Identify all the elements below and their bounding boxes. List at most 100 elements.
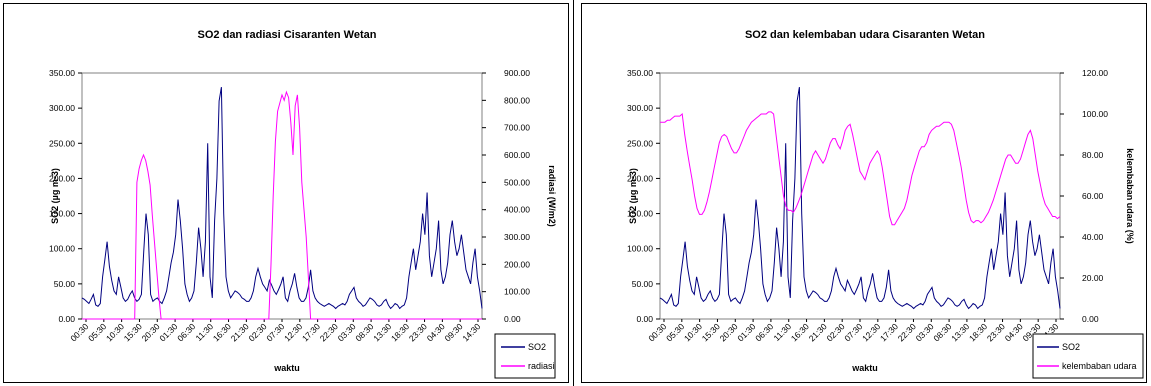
x-tick-label: 11:30: [771, 321, 793, 343]
x-tick-label: 23:30: [407, 321, 429, 343]
y-right-tick-label: 80.00: [1082, 150, 1104, 160]
x-tick-label: 00:30: [68, 321, 90, 343]
x-tick-label: 22:30: [896, 321, 918, 343]
y-right-tick-label: 20.00: [1082, 273, 1104, 283]
legend-label-so2: SO2: [1062, 342, 1080, 352]
x-tick-label: 10:30: [682, 321, 704, 343]
chart-svg-so2-radiasi: SO2 dan radiasi Cisaranten Wetan 0.00 50.…: [49, 29, 557, 379]
y-right-tick-label: 900.00: [504, 68, 530, 78]
legend-box: [1032, 333, 1144, 379]
x-tick-label: 21:30: [807, 321, 829, 343]
x-tick-label: 18:30: [389, 321, 411, 343]
x-tick-label: 12:30: [282, 321, 304, 343]
x-tick-label: 08:30: [353, 321, 375, 343]
y-axis-right-label: kelembaban udara (%): [1125, 148, 1135, 244]
x-tick-label: 12:30: [860, 321, 882, 343]
y-axis-left-ticks: 0.00 50.00 100.00 150.00 200.00 250.00 300.00 3…: [627, 68, 660, 324]
x-tick-label: 16:30: [789, 321, 811, 343]
series-line-radiasi: [82, 90, 482, 320]
chart-title: SO2 dan kelembaban udara Cisaranten Weta…: [745, 29, 985, 41]
chart-title: SO2 dan radiasi Cisaranten Wetan: [198, 29, 377, 41]
y-left-tick-label: 0.00: [58, 314, 75, 324]
x-tick-label: 07:30: [842, 321, 864, 343]
y-right-tick-label: 500.00: [504, 177, 530, 187]
x-tick-label: 16:30: [211, 321, 233, 343]
y-left-tick-label: 50.00: [632, 279, 654, 289]
x-tick-label: 13:30: [371, 321, 393, 343]
y-right-tick-label: 40.00: [1082, 232, 1104, 242]
x-tick-label: 15:30: [122, 321, 144, 343]
y-left-tick-label: 200.00: [49, 173, 75, 183]
y-right-tick-label: 400.00: [504, 205, 530, 215]
y-right-tick-label: 100.00: [504, 287, 530, 297]
x-tick-label: 06:30: [175, 321, 197, 343]
x-tick-label: 10:30: [104, 321, 126, 343]
x-tick-label: 17:30: [878, 321, 900, 343]
x-tick-label: 02:30: [246, 321, 268, 343]
x-tick-label: 23:30: [985, 321, 1007, 343]
series-group: [81, 87, 483, 320]
x-tick-label: 04:30: [425, 321, 447, 343]
series-line-kelembaban-udara: [660, 111, 1061, 226]
legend-label-so2: SO2: [528, 342, 546, 352]
x-tick-label: 08:30: [931, 321, 953, 343]
y-left-tick-label: 50.00: [54, 279, 76, 289]
y-axis-left-ticks: 0.00 50.00 100.00 150.00 200.00 250.00 300.00 3…: [49, 68, 82, 324]
y-right-tick-label: 60.00: [1082, 191, 1104, 201]
y-left-tick-label: 350.00: [627, 68, 653, 78]
y-left-tick-label: 200.00: [627, 173, 653, 183]
legend-box: [494, 333, 556, 379]
y-axis-right-ticks: 0.00 20.00 40.00 60.00 80.00 100.00 120.00: [1060, 68, 1108, 324]
x-tick-label: 09:30: [442, 321, 464, 343]
y-right-tick-label: 800.00: [504, 95, 530, 105]
x-tick-label: 20:30: [718, 321, 740, 343]
x-tick-label: 01:30: [735, 321, 757, 343]
y-left-tick-label: 100.00: [49, 244, 75, 254]
x-tick-label: 20:30: [140, 321, 162, 343]
y-axis-right-ticks: 0.00 100.00 200.00 300.00 400.00 500.00 600.00…: [482, 68, 530, 324]
x-tick-label: 14:30: [460, 321, 482, 343]
x-tick-label: 21:30: [229, 321, 251, 343]
series-group: [659, 87, 1061, 310]
chart-panel-right: SO2 dan kelembaban udara Cisaranten Weta…: [581, 3, 1147, 383]
y-right-tick-label: 700.00: [504, 123, 530, 133]
y-left-tick-label: 150.00: [49, 209, 75, 219]
y-left-tick-label: 100.00: [627, 244, 653, 254]
x-tick-label: 18:30: [967, 321, 989, 343]
x-tick-label: 13:30: [949, 321, 971, 343]
y-left-tick-label: 250.00: [627, 138, 653, 148]
y-right-tick-label: 100.00: [1082, 109, 1108, 119]
x-tick-label: 07:30: [264, 321, 286, 343]
chart-panel-left: SO2 dan radiasi Cisaranten Wetan 0.00 50.…: [3, 3, 569, 383]
y-right-tick-label: 600.00: [504, 150, 530, 160]
x-tick-label: 03:30: [336, 321, 358, 343]
y-right-tick-label: 0.00: [1082, 314, 1099, 324]
x-tick-label: 15:30: [700, 321, 722, 343]
y-right-tick-label: 200.00: [504, 259, 530, 269]
x-tick-label: 17:30: [300, 321, 322, 343]
legend: SO2 kelembaban udara: [1032, 333, 1144, 379]
series-line-so2: [659, 87, 1061, 310]
x-tick-label: 05:30: [86, 321, 108, 343]
y-left-tick-label: 300.00: [627, 103, 653, 113]
y-left-tick-label: 150.00: [627, 209, 653, 219]
legend-label-radiasi: radiasi: [528, 361, 555, 371]
x-tick-label: 04:30: [1003, 321, 1025, 343]
chart-svg-so2-kelembaban: SO2 dan kelembaban udara Cisaranten Weta…: [627, 29, 1144, 379]
x-axis-label: waktu: [273, 363, 300, 373]
y-left-tick-label: 300.00: [49, 103, 75, 113]
x-tick-label: 00:30: [646, 321, 668, 343]
y-right-tick-label: 0.00: [504, 314, 521, 324]
y-axis-right-label: radiasi (W/m2): [547, 165, 557, 227]
x-axis-ticks: 00:3005:3010:3015:3020:3001:3006:3011:30…: [646, 319, 1061, 343]
x-tick-label: 02:30: [824, 321, 846, 343]
y-left-tick-label: 250.00: [49, 138, 75, 148]
y-left-tick-label: 0.00: [636, 314, 653, 324]
y-axis-left-label: SO2 (µg m-3): [50, 168, 60, 224]
x-axis-ticks: 00:3005:3010:3015:3020:3001:3006:3011:30…: [68, 319, 483, 343]
x-tick-label: 03:30: [914, 321, 936, 343]
x-axis-label: waktu: [851, 363, 878, 373]
x-tick-label: 05:30: [664, 321, 686, 343]
legend: SO2 radiasi: [494, 333, 556, 379]
y-axis-left-label: SO2 (µg m-3): [628, 168, 638, 224]
